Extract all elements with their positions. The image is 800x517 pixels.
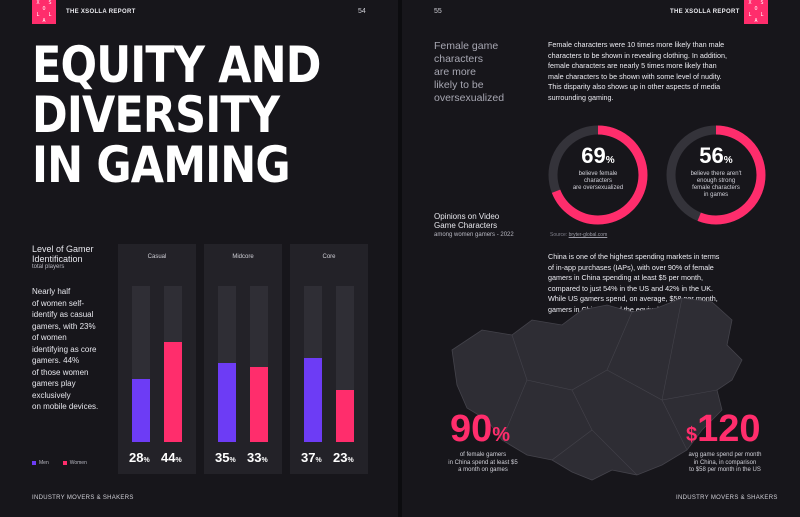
map-borders [501, 297, 718, 476]
donut-ring [666, 125, 766, 225]
bar-value-label: 28% [129, 450, 150, 465]
page-gutter [398, 0, 402, 517]
page-number: 55 [434, 8, 442, 15]
category-panel-midcore: Midcore 35% 33% [204, 244, 282, 474]
stat-120-dollars: $120 [686, 408, 761, 450]
donut-oversexualized: 69% believe female characters are overse… [546, 123, 650, 227]
page-number: 54 [358, 8, 366, 15]
bar-value-label: 23% [333, 450, 354, 465]
opinions-title: Opinions on Video Game Characters [434, 212, 500, 230]
section-heading: Female game characters are more likely t… [434, 40, 505, 104]
source-note: Source: bryter-global.com [550, 232, 608, 238]
china-map-illustration [451, 297, 743, 481]
bar-track [336, 286, 354, 442]
bar-value-label: 33% [247, 450, 268, 465]
gamer-identification-chart: Casual 28% 44% Midcore 35% 33% Core 37% 23% [118, 244, 368, 474]
stat-120-caption: avg game spend per month in China, in co… [688, 452, 762, 473]
legend-swatch-men [32, 460, 36, 465]
chart-description: Nearly half of women self- identify as c… [32, 287, 99, 411]
legend-women: Women [62, 460, 87, 466]
donut-caption: believe female characters are oversexual… [572, 171, 624, 191]
bar-women [336, 389, 354, 442]
bar-women [164, 342, 182, 442]
bar-track [218, 286, 236, 442]
donut-value: 69% [581, 143, 615, 168]
legend-men: Men [32, 460, 49, 466]
opinions-subtitle: among women gamers - 2022 [434, 232, 514, 238]
source-link[interactable]: bryter-global.com [568, 232, 608, 238]
category-label: Casual [147, 254, 167, 260]
oversexualized-paragraph: Female characters were 10 times more lik… [548, 40, 727, 102]
donut-strong-characters: 56% believe there aren't enough strong f… [664, 123, 768, 227]
bar-men [304, 358, 322, 442]
bar-track [304, 286, 322, 442]
china-paragraph: China is one of the highest spending mar… [548, 252, 722, 314]
page-footer: INDUSTRY MOVERS & SHAKERS [32, 495, 134, 501]
legend-swatch-women [62, 460, 67, 465]
donut-caption: believe there aren't enough strong femal… [690, 171, 742, 198]
page-title: EQUITY AND DIVERSITY IN GAMING [32, 36, 322, 194]
bar-track [132, 286, 150, 442]
stat-90-percent: 90% [450, 408, 511, 450]
category-panel-casual: Casual 28% 44% [118, 244, 196, 474]
page-footer: INDUSTRY MOVERS & SHAKERS [676, 495, 778, 501]
chart-title: Level of Gamer Identification [32, 244, 94, 264]
chart-subtitle: total players [32, 264, 65, 270]
bar-value-label: 35% [215, 450, 236, 465]
donut-value: 56% [699, 143, 733, 168]
category-label: Core [322, 254, 336, 260]
donut-ring [548, 125, 648, 225]
chart-legend: Men Women [32, 460, 87, 466]
category-panel-core: Core 37% 23% [290, 244, 368, 474]
bar-track [250, 286, 268, 442]
bar-men [218, 362, 236, 442]
donut-arc [548, 125, 648, 225]
category-label: Midcore [232, 254, 254, 260]
bar-value-label: 44% [161, 450, 182, 465]
report-title: THE XSOLLA REPORT [66, 9, 136, 15]
donut-arc [666, 125, 766, 225]
bar-men [132, 378, 150, 442]
bar-track [164, 286, 182, 442]
bar-value-label: 37% [301, 450, 322, 465]
bar-women [250, 367, 268, 442]
stat-90-caption: of female gamers in China spend at least… [448, 452, 518, 473]
report-title: THE XSOLLA REPORT [670, 9, 740, 15]
